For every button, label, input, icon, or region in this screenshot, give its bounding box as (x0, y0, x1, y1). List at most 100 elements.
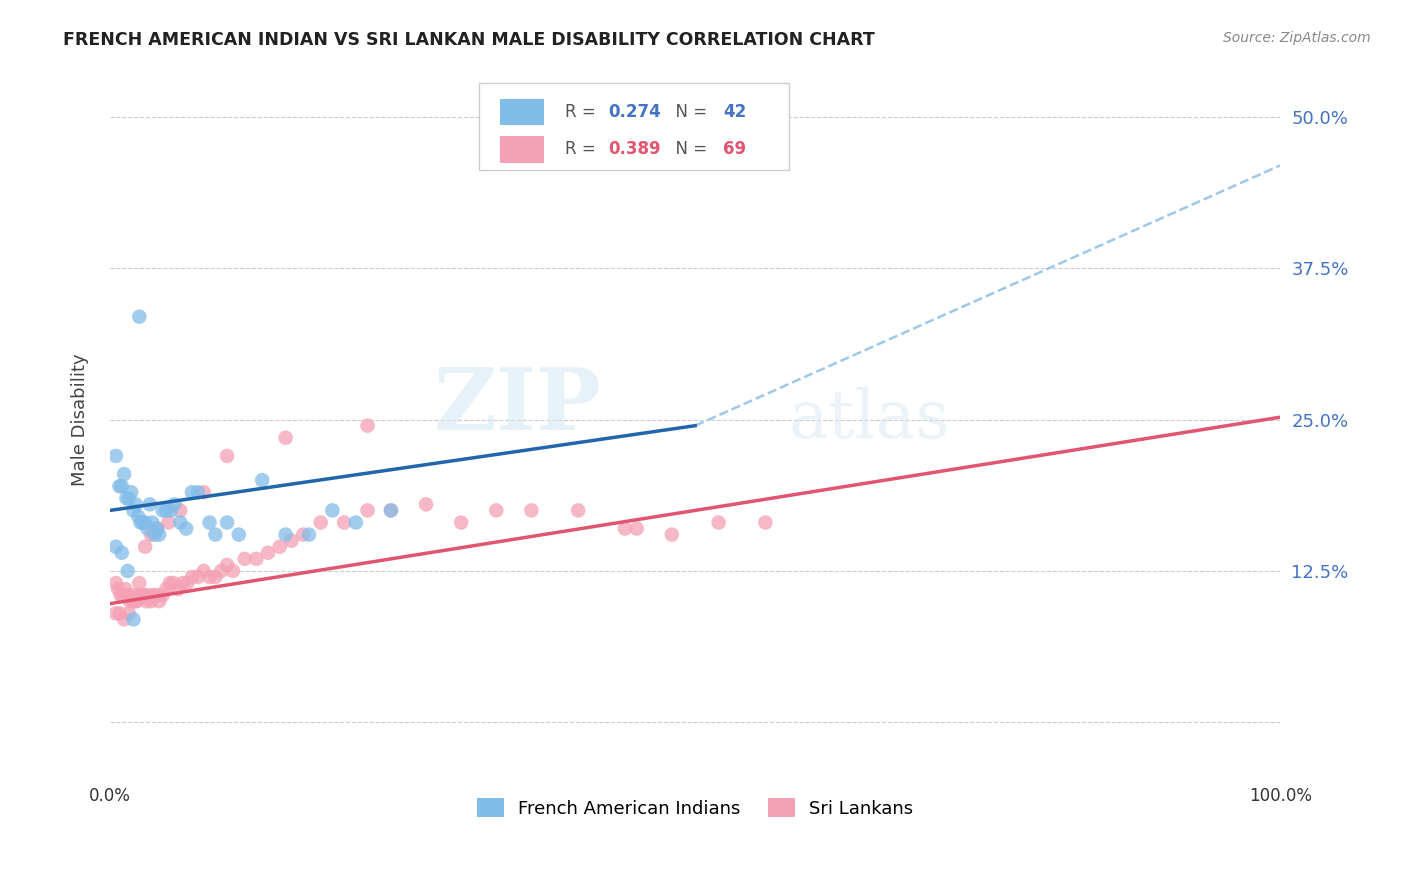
Point (107, 582, 129, 596)
Point (148, 594, 170, 608)
Point (122, 594, 145, 608)
Point (120, 485, 142, 500)
Point (380, 503, 402, 517)
Text: 0.274: 0.274 (609, 103, 661, 121)
Point (356, 503, 378, 517)
Point (181, 485, 204, 500)
Point (245, 551, 267, 566)
Point (274, 431, 297, 445)
Point (204, 570, 226, 584)
Point (118, 607, 141, 621)
Point (134, 540, 156, 554)
Point (152, 588, 174, 602)
Point (187, 485, 209, 500)
Point (136, 522, 159, 536)
Point (104, 576, 127, 591)
Text: 0.389: 0.389 (609, 140, 661, 158)
Point (162, 576, 184, 591)
Point (333, 516, 356, 530)
Point (115, 491, 138, 506)
Point (139, 527, 162, 541)
Point (217, 558, 239, 572)
Point (108, 607, 131, 621)
Point (143, 527, 166, 541)
Point (187, 570, 209, 584)
Point (155, 503, 177, 517)
Legend: French American Indians, Sri Lankans: French American Indians, Sri Lankans (470, 791, 921, 825)
Text: R =: R = (565, 103, 602, 121)
Point (141, 516, 163, 530)
FancyBboxPatch shape (478, 83, 789, 170)
Point (132, 588, 155, 602)
Point (111, 479, 134, 493)
Point (614, 522, 637, 536)
Point (228, 527, 250, 541)
Point (222, 564, 245, 578)
Point (292, 527, 315, 541)
Text: 69: 69 (723, 140, 747, 158)
Point (309, 516, 332, 530)
Point (250, 473, 273, 487)
Point (122, 612, 145, 626)
Point (117, 588, 139, 602)
Point (209, 564, 232, 578)
Point (169, 516, 191, 530)
Text: Source: ZipAtlas.com: Source: ZipAtlas.com (1223, 31, 1371, 45)
Point (142, 588, 165, 602)
Point (217, 449, 239, 463)
Point (174, 522, 197, 536)
Point (198, 516, 221, 530)
Text: 42: 42 (723, 103, 747, 121)
Point (124, 594, 146, 608)
Point (129, 516, 152, 530)
Point (321, 503, 343, 517)
Point (160, 503, 183, 517)
Point (134, 516, 156, 530)
Point (167, 582, 190, 596)
Text: ZIP: ZIP (434, 364, 602, 448)
Point (108, 479, 131, 493)
Point (122, 503, 145, 517)
Point (274, 527, 297, 541)
Point (104, 540, 127, 554)
Point (155, 582, 177, 596)
Point (118, 491, 141, 506)
Point (117, 564, 139, 578)
Bar (499, 99, 544, 126)
Point (176, 576, 198, 591)
Text: N =: N = (665, 140, 713, 158)
Point (127, 509, 149, 524)
Point (146, 522, 169, 536)
Point (159, 576, 181, 591)
Point (132, 516, 155, 530)
Point (139, 594, 162, 608)
Bar (499, 136, 544, 162)
Point (104, 449, 127, 463)
Point (172, 576, 194, 591)
Text: R =: R = (565, 140, 602, 158)
Point (356, 418, 378, 433)
Point (707, 516, 730, 530)
Point (125, 594, 148, 608)
Point (112, 467, 135, 481)
Text: N =: N = (665, 103, 713, 121)
Point (131, 588, 153, 602)
Point (111, 588, 134, 602)
Point (163, 497, 186, 511)
Point (148, 527, 170, 541)
Point (128, 576, 150, 591)
Y-axis label: Male Disability: Male Disability (72, 353, 89, 486)
Point (104, 607, 127, 621)
Point (198, 570, 221, 584)
Point (344, 516, 367, 530)
Point (111, 546, 134, 560)
Point (754, 516, 776, 530)
Point (485, 503, 508, 517)
Text: atlas: atlas (789, 387, 950, 452)
Point (450, 516, 472, 530)
Point (118, 594, 141, 608)
Point (567, 503, 589, 517)
Point (169, 503, 191, 517)
Point (146, 588, 169, 602)
Point (380, 503, 402, 517)
